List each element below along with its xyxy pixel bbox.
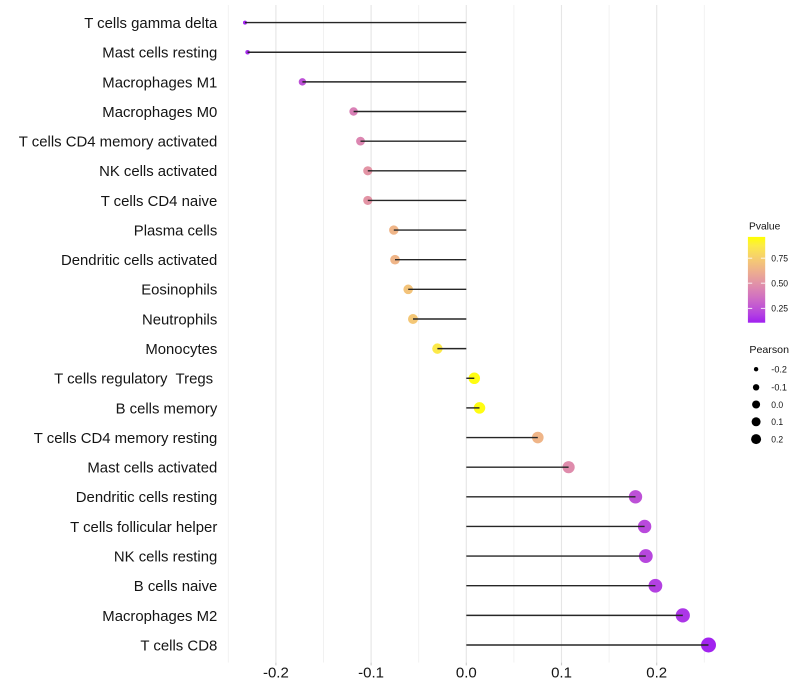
svg-text:0.2: 0.2 (646, 664, 667, 681)
svg-text:Pvalue: Pvalue (749, 222, 781, 233)
svg-text:0.0: 0.0 (771, 400, 783, 410)
svg-text:-0.2: -0.2 (263, 664, 289, 681)
svg-text:Macrophages M0: Macrophages M0 (102, 104, 217, 121)
svg-text:Neutrophils: Neutrophils (142, 311, 217, 328)
svg-text:NK cells resting: NK cells resting (114, 548, 217, 565)
svg-text:0.50: 0.50 (771, 279, 788, 289)
svg-text:0.0: 0.0 (456, 664, 477, 681)
svg-text:0.1: 0.1 (771, 417, 783, 427)
svg-text:T cells CD8: T cells CD8 (140, 637, 217, 654)
svg-text:Monocytes: Monocytes (145, 341, 217, 358)
svg-text:0.1: 0.1 (551, 664, 572, 681)
svg-text:Macrophages M1: Macrophages M1 (102, 74, 217, 91)
svg-text:Pearson: Pearson (749, 345, 789, 356)
svg-text:Mast cells activated: Mast cells activated (87, 460, 217, 477)
svg-text:B cells memory: B cells memory (116, 400, 218, 417)
svg-text:0.25: 0.25 (771, 304, 788, 314)
svg-text:-0.1: -0.1 (771, 383, 787, 393)
svg-text:T cells CD4 naive: T cells CD4 naive (101, 193, 218, 210)
svg-text:Mast cells resting: Mast cells resting (102, 45, 217, 62)
svg-text:NK cells activated: NK cells activated (99, 163, 217, 180)
svg-text:-0.1: -0.1 (358, 664, 384, 681)
svg-text:Eosinophils: Eosinophils (141, 282, 217, 299)
svg-text:T cells gamma delta: T cells gamma delta (84, 15, 218, 32)
svg-text:B cells naive: B cells naive (134, 578, 218, 595)
svg-text:Dendritic cells resting: Dendritic cells resting (76, 489, 218, 506)
svg-text:Macrophages M2: Macrophages M2 (102, 608, 217, 625)
svg-text:Dendritic cells activated: Dendritic cells activated (61, 252, 217, 269)
svg-text:T cells follicular helper: T cells follicular helper (70, 519, 217, 536)
svg-text:-0.2: -0.2 (771, 365, 787, 375)
svg-text:Plasma cells: Plasma cells (134, 222, 218, 239)
svg-text:T cells regulatory Tregs: T cells regulatory Tregs (54, 371, 217, 388)
svg-text:T cells CD4 memory resting: T cells CD4 memory resting (34, 430, 218, 447)
svg-text:0.2: 0.2 (771, 434, 783, 444)
svg-text:0.75: 0.75 (771, 254, 788, 264)
svg-text:T cells CD4 memory activated: T cells CD4 memory activated (19, 134, 218, 151)
